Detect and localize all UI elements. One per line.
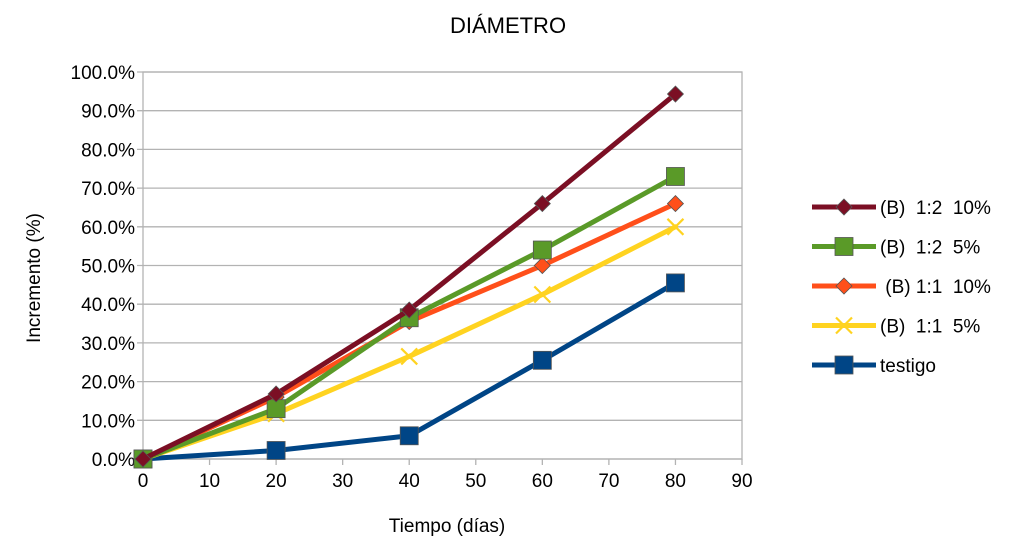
chart-title: DIÁMETRO [450,13,566,38]
data-point-marker [666,85,685,103]
x-tick-label: 40 [399,471,420,492]
y-tick-label: 40.0% [81,295,135,316]
legend-item: testigo [812,355,936,377]
y-axis-label: Incremento (%) [24,213,45,343]
x-tick-label: 70 [598,471,619,492]
legend-item: (B) 1:2 5% [812,237,980,259]
x-tick-label: 50 [465,471,486,492]
x-tick-label: 10 [199,471,220,492]
data-point-marker [666,167,685,186]
x-tick-label: 20 [266,471,287,492]
data-point-marker [400,347,419,366]
x-axis-label: Tiempo (días) [389,516,506,537]
x-tick-label: 90 [731,471,752,492]
data-point-marker [533,285,552,304]
x-tick-label: 60 [532,471,553,492]
data-point-marker [400,301,418,319]
series-0 [134,85,685,468]
legend-label: (B) 1:2 10% [880,198,991,219]
plot-area-border [142,71,743,460]
legend: (B) 1:2 10% (B) 1:2 5% (B) 1:1 10% (B) 1:1… [812,198,991,377]
legend-item: (B) 1:2 10% [812,198,991,219]
data-point-marker [666,195,685,213]
legend-label: (B) 1:1 5% [880,317,980,338]
y-tick-label: 60.0% [81,218,135,239]
series-2 [134,195,685,468]
y-tick-label: 0.0% [92,450,135,471]
data-point-marker [266,441,286,460]
grid [137,71,742,460]
data-point-marker [666,273,685,293]
legend-label: (B) 1:1 10% [880,277,991,298]
data-point-marker [533,256,551,275]
axes: 0.0% 10.0% 20.0% 30.0% 40.0% 50.0% 60.0% 70.0% 8… [71,63,753,492]
data-point-marker [834,237,854,256]
data-point-marker [835,277,853,295]
y-tick-label: 50.0% [81,257,135,278]
y-tick-label: 80.0% [81,140,135,161]
legend-label: testigo [880,356,936,377]
x-tick-label: 80 [665,471,686,492]
y-tick-label: 30.0% [81,334,135,355]
data-point-marker [835,198,853,216]
data-point-marker [532,350,552,370]
y-tick-label: 70.0% [81,179,135,200]
data-point-marker [267,385,285,403]
x-tick-label: 0 [138,471,149,492]
y-tick-label: 100.0% [71,63,136,84]
data-point-marker [834,355,854,375]
y-tick-label: 20.0% [81,373,135,394]
data-point-marker [399,426,419,446]
series-lines [133,85,685,469]
data-point-marker [134,450,152,468]
series-4 [133,273,685,469]
y-tick-label: 10.0% [81,411,135,432]
legend-label: (B) 1:2 5% [880,238,980,259]
legend-item: (B) 1:1 5% [812,317,980,338]
x-tick-label: 30 [332,471,353,492]
data-point-marker [835,316,853,335]
data-point-marker [533,195,551,213]
data-point-marker [532,240,552,260]
legend-item: (B) 1:1 10% [812,277,991,298]
y-tick-label: 90.0% [81,102,135,123]
data-point-marker [666,218,685,236]
